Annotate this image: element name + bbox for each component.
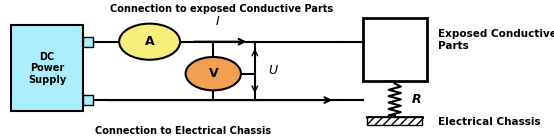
Text: DC
Power
Supply: DC Power Supply	[28, 52, 66, 85]
Text: Connection to exposed Conductive Parts: Connection to exposed Conductive Parts	[110, 4, 333, 14]
Text: U: U	[269, 64, 278, 77]
Text: A: A	[145, 35, 155, 48]
Text: V: V	[208, 67, 218, 80]
Text: Exposed Conductive
Parts: Exposed Conductive Parts	[438, 29, 554, 51]
Ellipse shape	[186, 57, 241, 90]
Bar	[367, 117, 422, 125]
Ellipse shape	[119, 24, 180, 60]
Text: Connection to Electrical Chassis: Connection to Electrical Chassis	[95, 126, 271, 136]
Bar	[83, 95, 93, 105]
Bar	[83, 37, 93, 47]
Bar	[363, 18, 427, 81]
Text: Electrical Chassis: Electrical Chassis	[438, 117, 540, 127]
Text: I: I	[216, 15, 219, 28]
Text: R: R	[411, 93, 421, 106]
Bar	[11, 25, 83, 111]
